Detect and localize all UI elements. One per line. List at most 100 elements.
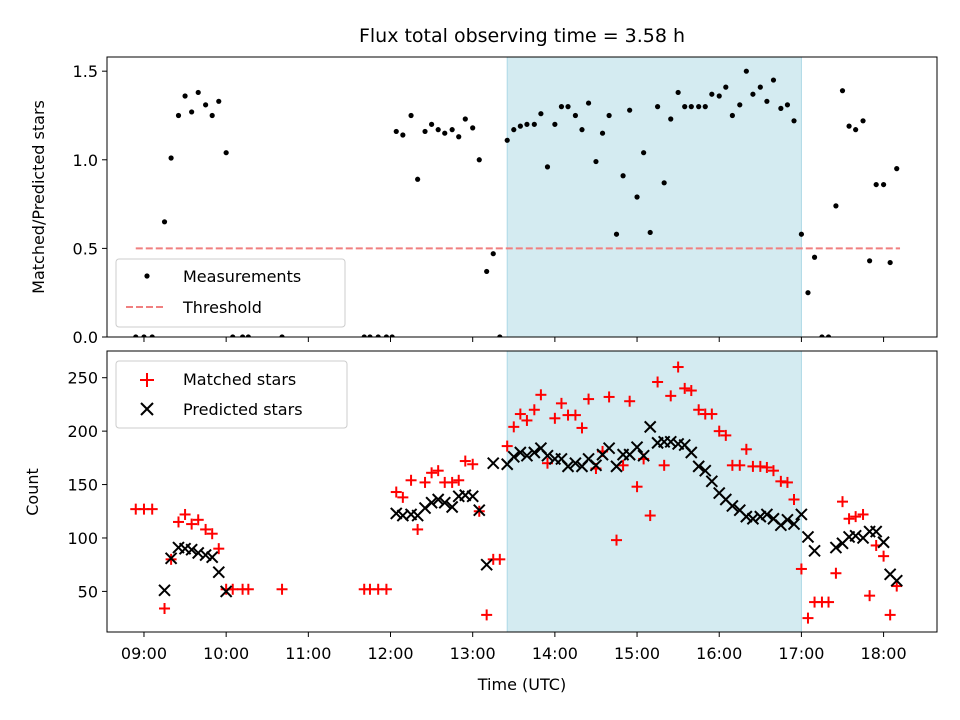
bottom-y-ticks: 50 100 150 200 250 [67,369,107,601]
matched-star-point [159,602,171,614]
measurement-point [784,102,791,108]
measurement-point [613,231,620,237]
measurement-point [182,93,188,99]
measurement-point [819,334,825,337]
predicted-star-point [520,449,534,462]
matched-star-point [242,583,254,595]
measurement-point [511,127,517,133]
predicted-star-point [705,475,719,488]
top-axes-frame [106,56,938,338]
matched-star-point [754,460,766,472]
top-legend: Measurements Threshold [115,258,346,328]
bottom-y-tick-label: 150 [67,476,98,495]
measurement-point [456,134,462,140]
predicted-star-points [158,420,903,598]
measurement-point [462,116,468,122]
predicted-star-point [205,551,219,564]
matched-star-point [426,467,438,479]
measurement-point [627,107,633,113]
bottom-x-ticks: 09:00 10:00 11:00 12:00 13:00 14:00 15:00 16:00… [121,632,907,663]
measurement-point [239,334,246,337]
matched-star-point [459,455,471,467]
measurement-point [168,155,174,161]
top-x-ticks [143,337,885,342]
matched-star-point [665,390,677,402]
predicted-star-point [610,460,623,473]
matched-star-point [508,421,520,433]
predicted-star-point [425,496,438,509]
matched-star-point [767,465,779,477]
predicted-star-point [473,503,486,517]
top-y-axis-label: Matched/Predicted stars [29,100,48,294]
predicted-star-point [808,544,821,558]
predicted-star-point [192,546,205,560]
measurement-point [558,104,565,110]
measurement-point [634,194,640,200]
predicted-star-point [466,490,479,503]
measurement-point [504,137,510,143]
matched-star-point [775,475,787,487]
matched-star-point [850,511,862,523]
measurement-point [654,104,661,110]
bottom-legend-box [115,360,348,429]
top-legend-box [115,258,346,328]
measurement-point [846,123,852,129]
x-axis-label: Time (UTC) [477,675,566,694]
matched-star-point [644,510,656,522]
legend-measurement-marker [144,273,150,279]
measurement-point [696,104,702,110]
matched-star-point [390,486,402,498]
predicted-star-point [829,541,843,554]
matched-star-point [679,382,691,394]
measurement-point [531,121,537,127]
measurement-point [805,290,811,296]
measurement-point [361,334,367,337]
measurement-point [723,84,729,90]
matched-star-point [685,385,697,397]
matched-star-point [555,397,567,409]
matched-star-point [658,459,670,471]
matched-star-point [583,393,595,405]
measurement-point [880,181,887,188]
matched-star-point [432,465,444,477]
matched-star-point [481,609,493,621]
measurement-point [470,125,476,131]
matched-star-point [549,412,561,424]
matched-star-point [206,528,218,540]
matched-star-point [514,408,526,420]
matched-star-point [467,458,479,470]
x-tick-label: 17:00 [778,644,824,663]
matched-star-point [200,523,212,535]
matched-star-point [494,553,506,565]
measurement-point [668,116,674,122]
bottom-y-tick-label: 200 [67,422,98,441]
matched-star-point [405,474,417,486]
measurement-point [279,334,285,337]
matched-star-point [836,496,848,508]
predicted-star-point [746,512,760,525]
matched-star-point [172,516,184,528]
measurement-point [867,258,873,264]
measurement-point [702,104,708,110]
measurement-point [620,173,626,179]
matched-star-point [823,596,835,608]
measurement-point [449,127,455,133]
predicted-star-point [849,529,862,543]
matched-star-point [884,609,896,621]
measurement-point [538,111,544,117]
predicted-star-point [795,508,808,521]
predicted-star-point [787,517,801,531]
measurement-point [161,219,168,225]
measurement-point [716,93,722,99]
measurement-point [565,104,571,110]
measurement-point [661,180,667,186]
x-tick-label: 12:00 [367,644,413,663]
top-y-tick-label: 1.0 [73,151,98,170]
matched-star-point [276,583,288,595]
measurement-point [544,164,551,170]
measurement-point [853,127,859,133]
measurement-point [860,118,866,124]
measurement-point [141,334,147,337]
matched-star-point [720,429,732,441]
